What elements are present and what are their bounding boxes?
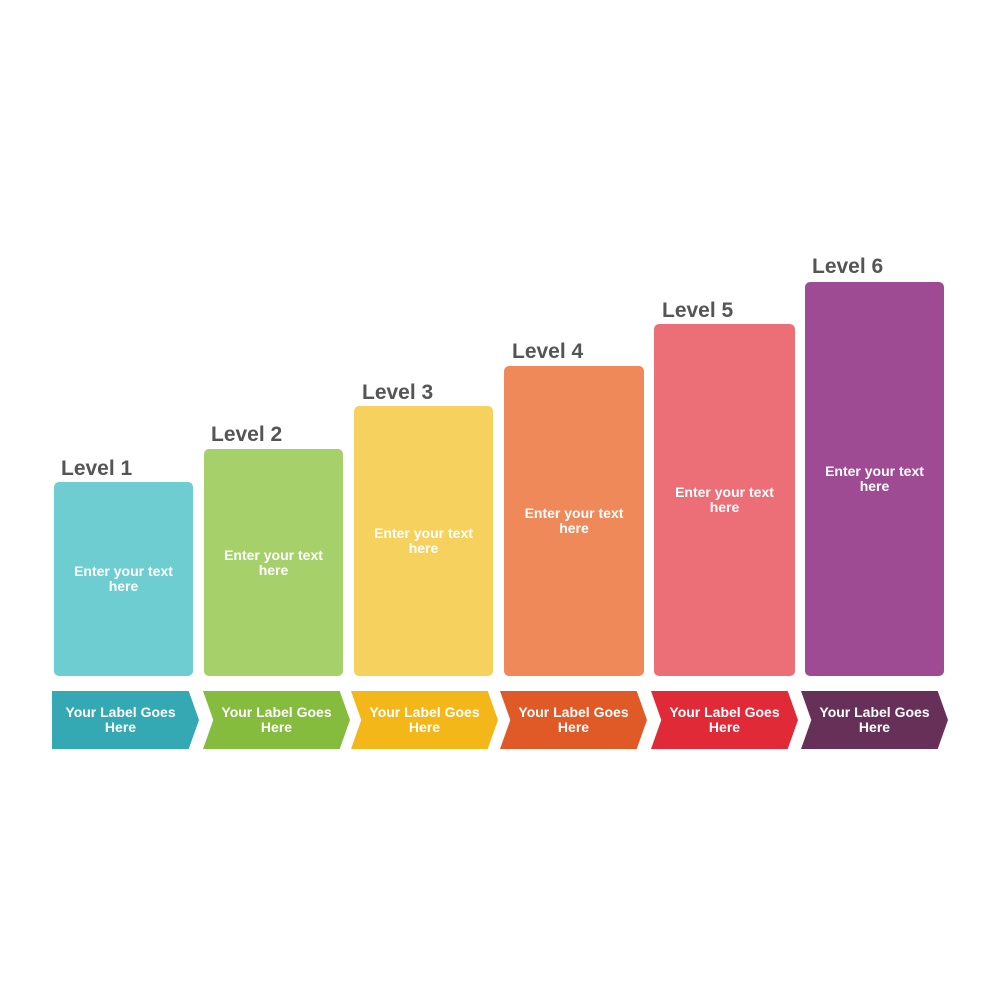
- level-5-box: Enter your text here: [654, 324, 795, 676]
- level-6-title: Level 6: [812, 255, 884, 278]
- level-5-title: Level 5: [662, 299, 734, 322]
- level-1-label-text: Your Label Goes Here: [65, 704, 176, 735]
- level-3-text: Enter your text here: [374, 525, 473, 556]
- level-6-label-chevron: Your Label Goes Here: [801, 691, 948, 749]
- level-4-label-text: Your Label Goes Here: [518, 704, 629, 735]
- level-2-box: Enter your text here: [204, 449, 343, 676]
- level-2-title: Level 2: [211, 423, 283, 446]
- level-4-title: Level 4: [512, 340, 584, 363]
- level-6-label-text: Your Label Goes Here: [819, 704, 930, 735]
- level-6-box: Enter your text here: [805, 282, 944, 676]
- level-1-box: Enter your text here: [54, 482, 193, 676]
- level-5-label-text: Your Label Goes Here: [669, 704, 780, 735]
- level-4-label-chevron: Your Label Goes Here: [500, 691, 647, 749]
- level-3-box: Enter your text here: [354, 406, 493, 676]
- level-1-title: Level 1: [61, 457, 133, 480]
- level-4-text: Enter your text here: [524, 505, 624, 536]
- level-2-text: Enter your text here: [224, 546, 323, 578]
- level-2-label-chevron: Your Label Goes Here: [203, 691, 350, 749]
- level-3-label-chevron: Your Label Goes Here: [351, 691, 498, 749]
- level-6-text: Enter your text here: [825, 463, 924, 494]
- level-5-text: Enter your text here: [675, 484, 774, 515]
- level-1-text: Enter your text here: [74, 563, 173, 594]
- level-1-label-chevron: Your Label Goes Here: [52, 691, 199, 749]
- level-5-label-chevron: Your Label Goes Here: [651, 691, 798, 749]
- level-4-box: Enter your text here: [504, 366, 644, 676]
- level-3-label-text: Your Label Goes Here: [369, 704, 480, 735]
- level-2-label-text: Your Label Goes Here: [221, 704, 332, 735]
- level-3-title: Level 3: [362, 381, 434, 404]
